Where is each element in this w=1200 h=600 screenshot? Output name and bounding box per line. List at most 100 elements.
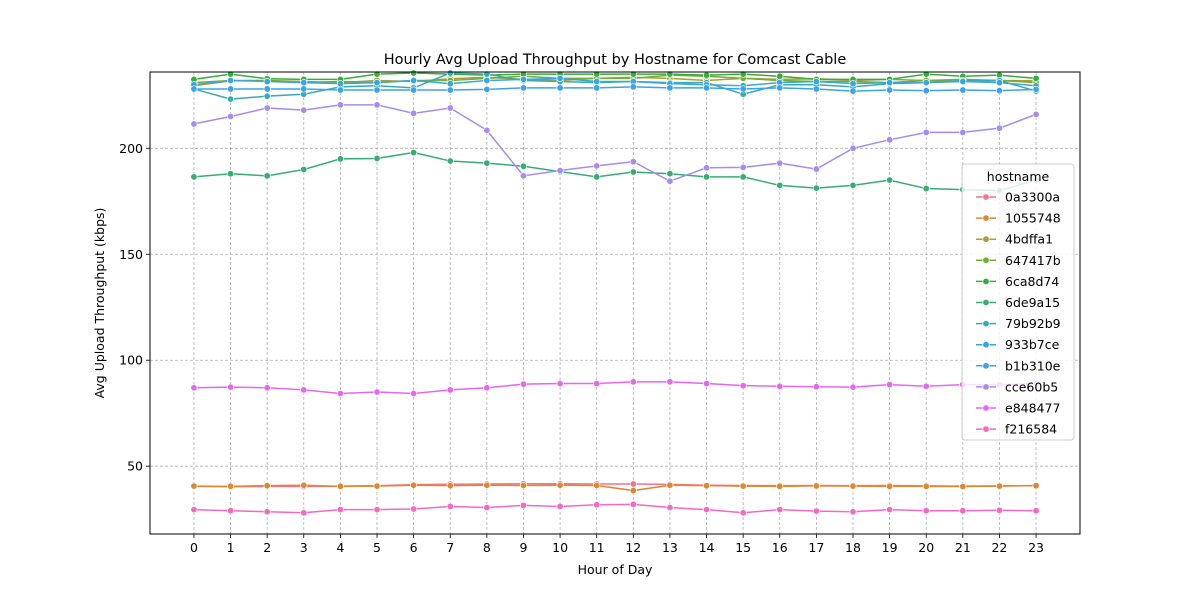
series-line	[193, 484, 1037, 492]
data-point	[519, 172, 527, 180]
legend-marker	[982, 256, 990, 264]
data-point	[849, 80, 857, 88]
data-point	[1032, 110, 1040, 118]
data-point	[519, 162, 527, 170]
data-point	[629, 158, 637, 166]
series-line	[193, 381, 1037, 395]
series-6de9a15	[190, 149, 1040, 195]
data-point	[300, 165, 308, 173]
data-point	[410, 481, 418, 489]
x-tick-label: 21	[955, 540, 971, 555]
data-point	[1032, 482, 1040, 490]
data-point	[373, 101, 381, 109]
data-point	[922, 70, 930, 78]
data-point	[629, 378, 637, 386]
data-point	[703, 482, 711, 490]
data-point	[300, 85, 308, 93]
data-point	[812, 507, 820, 515]
data-point	[373, 86, 381, 94]
data-point	[446, 80, 454, 88]
data-point	[849, 383, 857, 391]
legend-item: cce60b5	[976, 379, 1058, 394]
data-point	[556, 74, 564, 82]
data-point	[922, 185, 930, 193]
data-point	[739, 85, 747, 93]
data-point	[593, 84, 601, 92]
data-point	[300, 509, 308, 517]
data-point	[446, 104, 454, 112]
data-point	[263, 172, 271, 180]
data-point	[922, 382, 930, 390]
legend-marker	[982, 214, 990, 222]
y-axis: 50 100 150 200	[119, 141, 150, 474]
data-point	[593, 173, 601, 181]
series-line	[193, 86, 1037, 92]
data-point	[300, 79, 308, 87]
data-point	[227, 113, 235, 121]
data-point	[959, 507, 967, 515]
data-point	[227, 507, 235, 515]
data-point	[812, 165, 820, 173]
x-tick-label: 3	[300, 540, 308, 555]
data-point	[556, 167, 564, 175]
data-point	[263, 384, 271, 392]
x-tick-label: 19	[882, 540, 898, 555]
data-point	[812, 184, 820, 192]
x-tick-label: 13	[662, 540, 678, 555]
y-tick-label: 100	[119, 353, 143, 368]
data-point	[446, 86, 454, 94]
data-point	[336, 101, 344, 109]
data-point	[776, 506, 784, 514]
data-point	[263, 85, 271, 93]
data-point	[886, 79, 894, 87]
x-tick-label: 22	[991, 540, 1007, 555]
data-point	[410, 505, 418, 513]
legend-label: 0a3300a	[1005, 190, 1060, 205]
legend-box	[961, 163, 1075, 441]
legend-item: 0a3300a	[976, 190, 1060, 205]
data-point	[336, 80, 344, 88]
legend-marker	[982, 298, 990, 306]
legend-item: 79b92b9	[976, 316, 1061, 331]
data-point	[556, 380, 564, 388]
data-point	[373, 154, 381, 162]
data-point	[995, 124, 1003, 132]
data-point	[519, 380, 527, 388]
data-point	[483, 76, 491, 84]
data-point	[849, 482, 857, 490]
legend-item: 647417b	[976, 253, 1061, 268]
data-point	[922, 128, 930, 136]
data-point	[373, 506, 381, 514]
data-point	[703, 380, 711, 388]
x-tick-label: 5	[373, 540, 381, 555]
data-point	[703, 84, 711, 92]
data-point	[446, 386, 454, 394]
x-tick-label: 15	[735, 540, 751, 555]
data-point	[373, 482, 381, 490]
data-point	[776, 72, 784, 80]
data-point	[263, 508, 271, 516]
data-point	[629, 487, 637, 495]
data-point	[336, 155, 344, 163]
data-point	[666, 378, 674, 386]
series-line	[193, 151, 1037, 192]
data-point	[336, 482, 344, 490]
data-point	[483, 85, 491, 93]
data-point	[922, 79, 930, 87]
data-point	[995, 506, 1003, 514]
x-tick-label: 12	[625, 540, 641, 555]
data-point	[812, 85, 820, 93]
x-tick-label: 10	[552, 540, 568, 555]
data-point	[519, 501, 527, 509]
data-point	[629, 83, 637, 91]
data-point	[446, 482, 454, 490]
data-point	[483, 126, 491, 134]
data-point	[263, 482, 271, 490]
data-point	[556, 502, 564, 510]
series-cce60b5	[190, 101, 1040, 185]
data-point	[1032, 507, 1040, 515]
data-point	[483, 504, 491, 512]
legend: hostname 0a3300a 1055748 4bdffa1 647417b 6ca…	[961, 163, 1075, 441]
data-point	[922, 482, 930, 490]
